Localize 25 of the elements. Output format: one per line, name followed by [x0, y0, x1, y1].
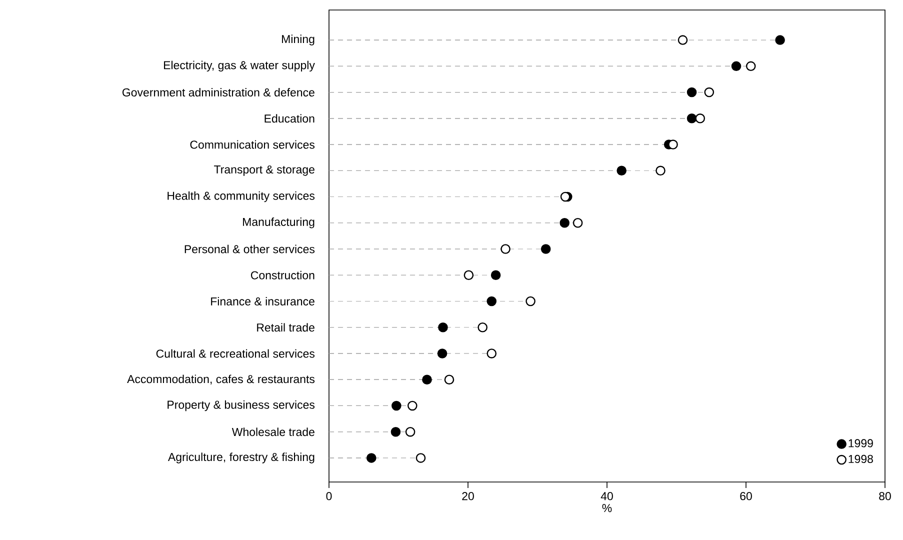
x-tick-label: 60 [740, 492, 752, 500]
y-tick-label: Construction [250, 270, 314, 280]
y-tick-label: Retail trade [257, 323, 314, 332]
legend-label: 1999 [848, 439, 873, 448]
y-tick-label: Government administration & defence [122, 88, 314, 96]
y-tick-label: Electricity, gas & water supply [164, 60, 315, 72]
y-tick-label: Property & business services [168, 400, 315, 412]
y-tick-label: Wholesale trade [232, 428, 314, 436]
y-tick-label: Agriculture, forestry & fishing [168, 452, 314, 464]
y-tick-label: Personal & other services [184, 244, 315, 254]
x-axis-title: % [602, 504, 612, 512]
y-tick-label: Accommodation, cafes & restaurants [127, 374, 315, 385]
x-tick-label: 80 [879, 492, 891, 500]
y-tick-label: Cultural & recreational services [156, 349, 315, 358]
x-tick-label: 40 [600, 492, 613, 500]
y-tick-label: Transport & storage [214, 165, 314, 176]
y-tick-label: Manufacturing [243, 218, 314, 228]
x-tick-label: 0 [326, 492, 332, 500]
y-tick-label: Education [264, 114, 314, 123]
y-tick-label: Finance & insurance [211, 297, 314, 306]
x-tick-label: 20 [462, 492, 474, 500]
legend-label: 1998 [848, 454, 873, 464]
y-tick-label: Mining [282, 34, 314, 46]
y-tick-label: Communication services [190, 140, 315, 149]
y-tick-label: Health & community services [168, 191, 315, 202]
